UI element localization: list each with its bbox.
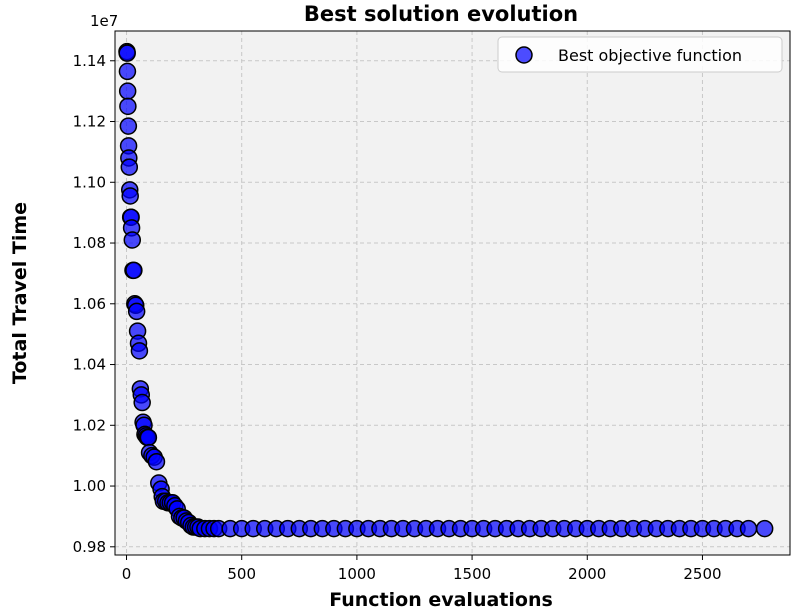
- x-tick-label: 1000: [338, 565, 376, 583]
- data-point: [127, 302, 146, 321]
- scatter-points: [118, 42, 774, 538]
- plot-background: [115, 31, 790, 555]
- data-point: [125, 261, 143, 280]
- y-tick-label: 1.14: [73, 52, 106, 70]
- data-point: [118, 44, 136, 62]
- x-axis-title: Function evaluations: [329, 589, 553, 611]
- data-point: [118, 62, 137, 81]
- y-axis-title: Total Travel Time: [9, 202, 31, 384]
- x-tick-label: 0: [122, 565, 132, 583]
- y-tick-label: 1.08: [73, 234, 106, 252]
- data-point: [739, 519, 758, 538]
- legend-label: Best objective function: [558, 46, 742, 65]
- data-point: [755, 519, 774, 538]
- x-axis: 0 500 1000 1500 2000 2500: [122, 555, 722, 583]
- legend-marker: [515, 46, 533, 64]
- x-tick-label: 2500: [683, 565, 721, 583]
- gridlines: [115, 31, 790, 555]
- data-point: [123, 231, 142, 249]
- y-axis: 0.98 1.00 1.02 1.04 1.06 1.08 1.10 1.12 1.14: [73, 52, 115, 556]
- y-tick-label: 1.02: [73, 416, 106, 434]
- y-tick-label: 1.06: [73, 295, 106, 313]
- x-tick-label: 2000: [568, 565, 606, 583]
- x-tick-label: 500: [227, 565, 256, 583]
- chart-title: Best solution evolution: [304, 2, 578, 26]
- y-tick-label: 1.10: [73, 173, 106, 191]
- data-point: [147, 452, 166, 471]
- data-point: [139, 428, 158, 447]
- x-tick-label: 1500: [453, 565, 491, 583]
- legend: Best objective function: [497, 36, 783, 73]
- data-point: [119, 97, 137, 116]
- plot-frame: [114, 30, 791, 556]
- y-tick-label: 1.12: [73, 113, 106, 131]
- y-tick-label: 1.04: [73, 356, 106, 374]
- data-point: [121, 187, 139, 205]
- data-point: [133, 393, 151, 412]
- legend-box: [497, 36, 783, 73]
- data-point: [118, 82, 137, 100]
- data-point: [130, 342, 149, 360]
- data-point: [119, 117, 138, 135]
- y-tick-label: 1.00: [73, 477, 106, 495]
- y-offset-label: 1e7: [90, 12, 118, 30]
- y-tick-label: 0.98: [73, 538, 106, 556]
- data-point: [120, 158, 139, 176]
